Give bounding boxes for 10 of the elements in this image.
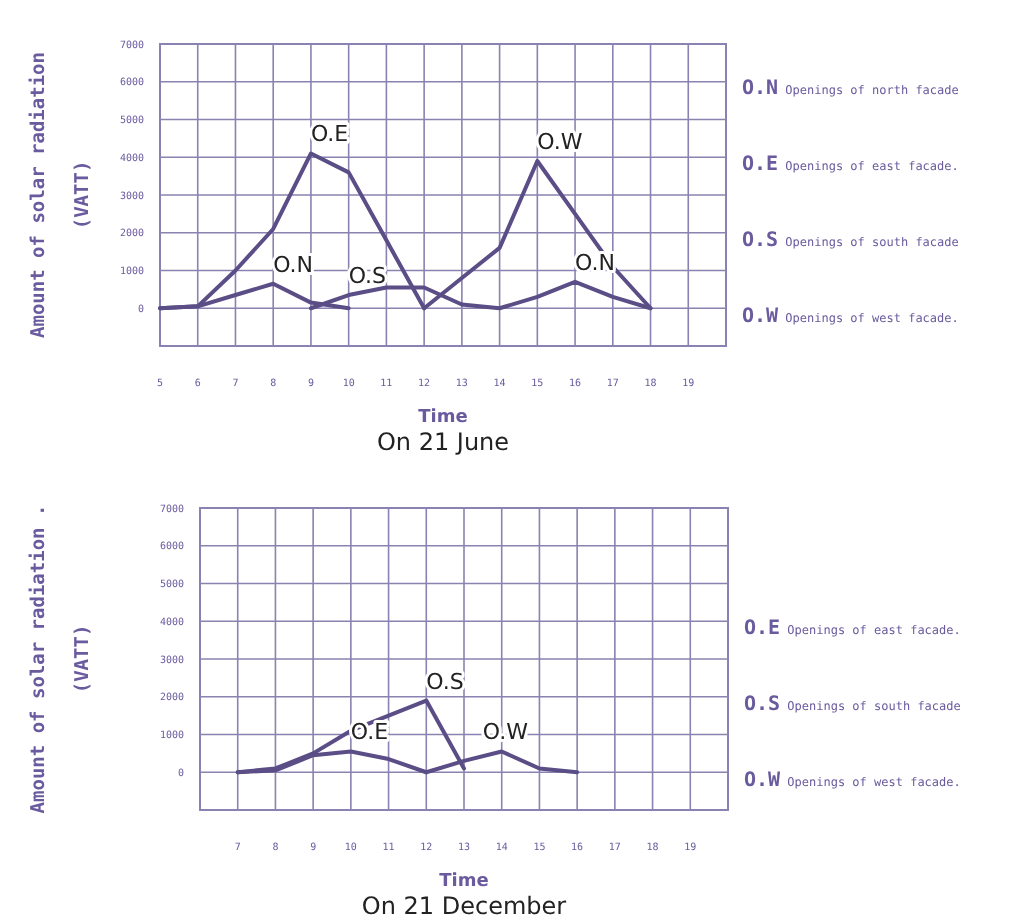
annotation: O.E (310, 121, 349, 148)
x-axis-title: Time (439, 872, 489, 892)
text: On 21 June (376, 428, 510, 456)
x-axis-title: Time (418, 408, 468, 428)
y-axis-title: Amount of solar radiation (VATT) (28, 52, 94, 338)
annotation: O.S (426, 668, 464, 695)
text: On 21 December (361, 892, 567, 920)
annotation: O.W (537, 129, 583, 156)
y-axis-title: Amount of solar radiation . (VATT) (28, 504, 94, 814)
annotation: O.S (348, 263, 387, 290)
